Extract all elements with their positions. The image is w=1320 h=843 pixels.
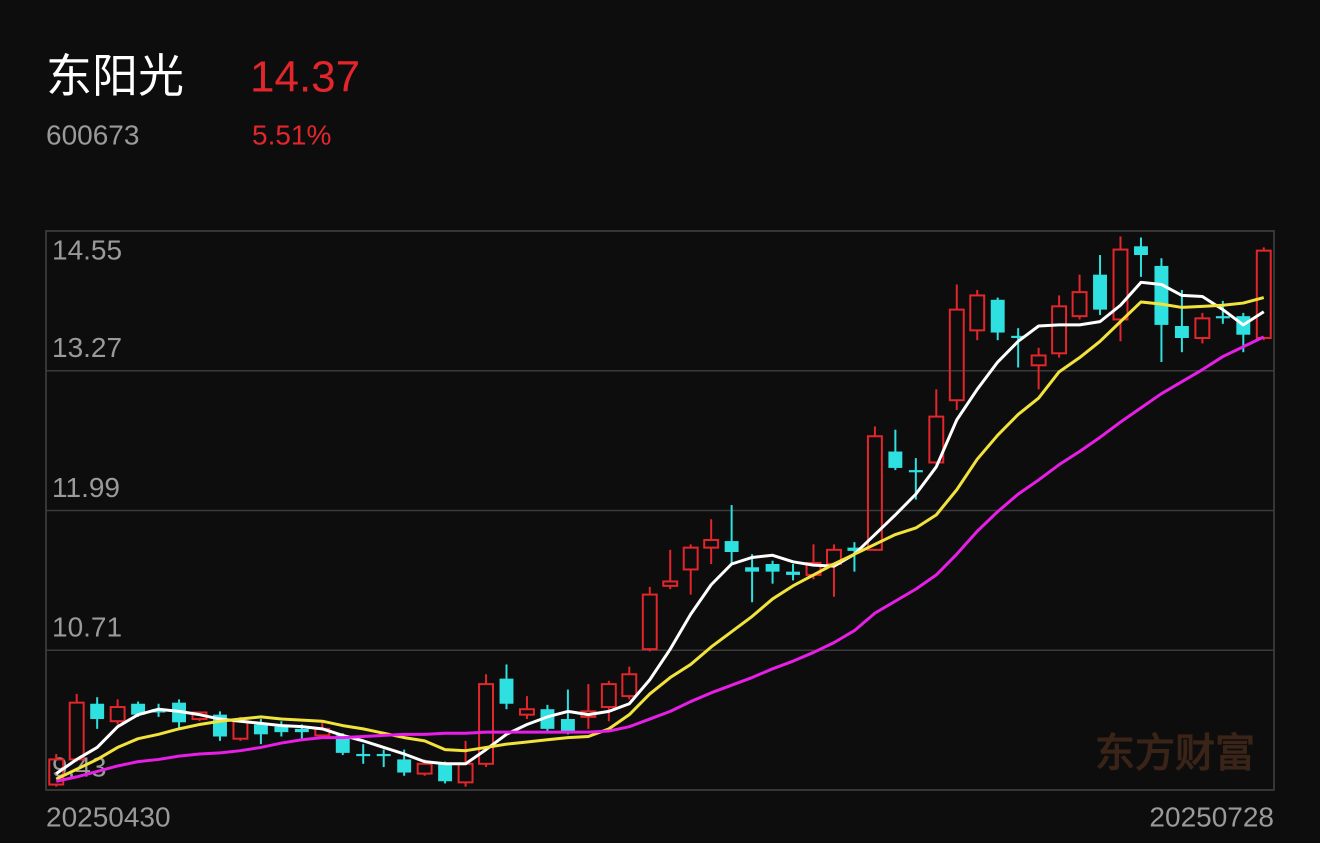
candle-body (151, 709, 166, 713)
candle-body (1174, 325, 1189, 338)
candle-body (253, 724, 268, 735)
candle-body (438, 763, 453, 782)
candle-body (682, 546, 699, 571)
candle-body (1093, 274, 1107, 310)
price: 14.37 (250, 53, 360, 102)
candle-body (1011, 335, 1026, 338)
candle-body (1194, 317, 1211, 339)
candle-body (908, 470, 923, 473)
y-tick-label: 11.99 (52, 472, 120, 503)
candle-body (928, 415, 945, 464)
moving-average-line (55, 335, 1265, 783)
stock-code: 600673 (46, 119, 139, 150)
candle-body (1215, 316, 1230, 319)
candle-body (866, 435, 883, 551)
candle-body (724, 541, 739, 552)
candle-body (703, 538, 720, 549)
candle-body (1030, 354, 1047, 367)
candle-body (48, 758, 65, 786)
candle-body (1112, 248, 1129, 321)
candle-body (990, 299, 1005, 333)
candle-body (1255, 249, 1272, 339)
candle-body (888, 451, 903, 468)
moving-average-line (55, 280, 1265, 775)
candle-body (540, 709, 555, 729)
x-tick-label: 20250430 (46, 801, 171, 832)
candle-body (847, 547, 862, 551)
candle-body (600, 683, 617, 709)
candle-body (499, 678, 514, 704)
candle-body (560, 719, 575, 732)
change: 5.51% (252, 119, 331, 150)
candle-body (621, 673, 638, 698)
candle-body (662, 580, 679, 587)
candle-body (1134, 246, 1148, 256)
candle-body (745, 567, 760, 572)
candle-body (397, 759, 412, 773)
y-tick-label: 14.55 (52, 234, 122, 265)
candle-body (335, 735, 350, 753)
candle-body (376, 753, 391, 757)
candle-body (519, 708, 535, 716)
candle-body (294, 728, 309, 733)
candle-body (109, 706, 126, 723)
candle-body (1071, 291, 1088, 318)
candle-body (416, 762, 433, 775)
candle-body (948, 308, 965, 402)
candle-body (478, 683, 494, 765)
candle-body (786, 571, 800, 575)
candle-body (232, 720, 249, 740)
candle-body (969, 294, 986, 332)
candle-body (641, 593, 658, 651)
candle-body (1154, 265, 1169, 325)
y-tick-label: 13.27 (52, 332, 122, 363)
moving-average-line (55, 296, 1265, 781)
x-tick-label: 20250728 (1149, 801, 1274, 832)
stock-name: 东阳光 (46, 50, 184, 102)
candle-body (457, 762, 474, 784)
candle-body (90, 703, 105, 720)
candle-body (131, 703, 146, 715)
candle-body (765, 563, 780, 572)
y-tick-label: 10.71 (52, 612, 122, 643)
watermark: 东方财富 (1095, 732, 1255, 776)
candle-body (356, 753, 371, 757)
candle-body (1051, 305, 1068, 355)
candle-body (274, 726, 289, 733)
